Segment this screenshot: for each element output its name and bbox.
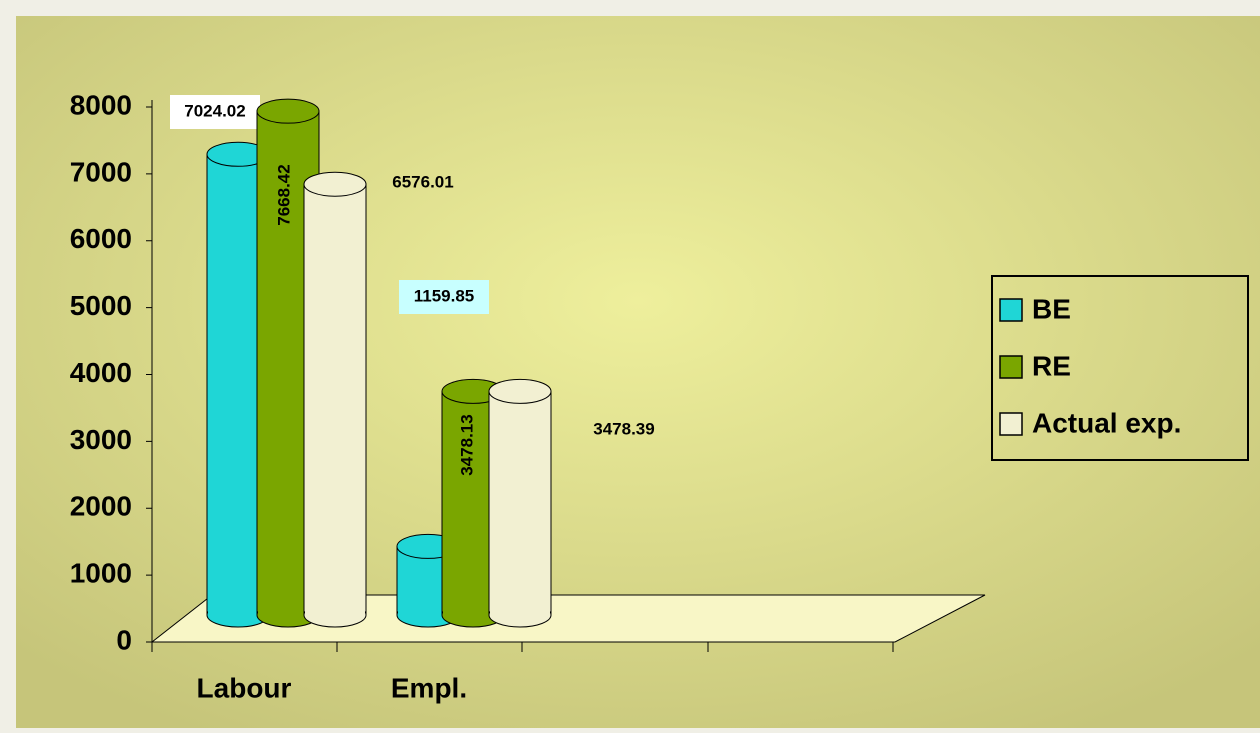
data-label: 7024.02 <box>184 101 245 120</box>
y-tick-label: 6000 <box>70 223 132 254</box>
legend-label: BE <box>1032 293 1071 324</box>
data-label: 1159.85 <box>414 286 475 305</box>
data-label: 3478.13 <box>457 414 476 475</box>
y-tick-label: 7000 <box>70 156 132 187</box>
legend-swatch <box>999 355 1023 379</box>
legend-swatch <box>999 298 1023 322</box>
legend-label: RE <box>1032 350 1071 381</box>
cylinder-cover <box>305 184 365 616</box>
cylinder <box>303 171 367 628</box>
cylinder-top <box>303 171 367 197</box>
data-label-box <box>399 280 489 314</box>
x-tick-label: Empl. <box>391 672 467 703</box>
data-label-box <box>170 95 260 129</box>
data-label: 7668.42 <box>274 164 293 225</box>
y-tick-label: 5000 <box>70 290 132 321</box>
legend-swatch <box>999 412 1023 436</box>
y-tick-label: 4000 <box>70 357 132 388</box>
legend-label: Actual exp. <box>1032 407 1181 438</box>
legend <box>991 275 1249 461</box>
x-tick-label: Labour <box>197 672 292 703</box>
cylinder-top <box>488 378 552 404</box>
y-tick-label: 8000 <box>70 89 132 120</box>
y-tick-label: 1000 <box>70 558 132 589</box>
y-tick-label: 2000 <box>70 491 132 522</box>
y-tick-label: 3000 <box>70 424 132 455</box>
cylinder-top <box>256 98 320 124</box>
data-label: 3478.39 <box>593 419 654 438</box>
data-label: 6576.01 <box>392 172 453 191</box>
x-axis-ticks <box>151 642 894 652</box>
y-tick-label: 0 <box>116 624 132 655</box>
cylinder <box>488 378 552 628</box>
cylinder-cover <box>490 391 550 615</box>
